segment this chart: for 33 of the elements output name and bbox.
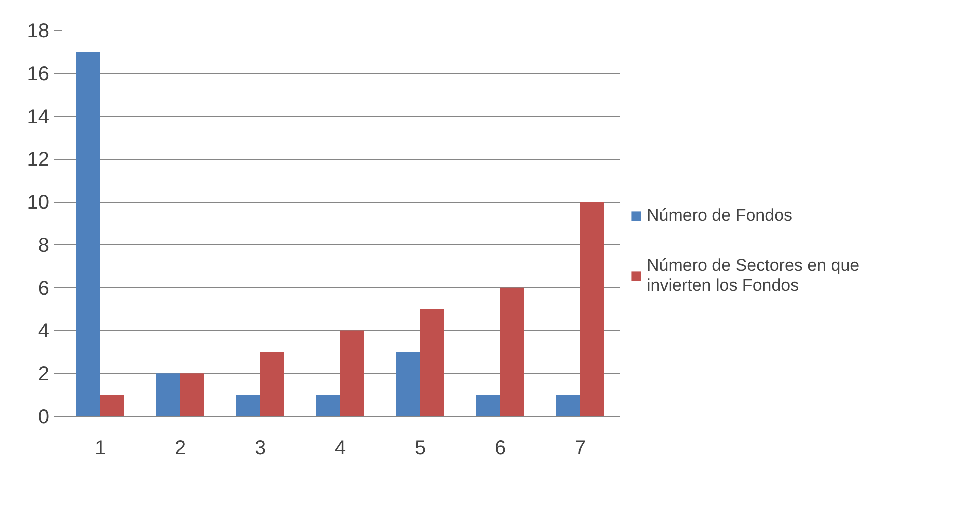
y-tick-label: 16: [27, 63, 50, 86]
x-tick-label: 5: [414, 438, 426, 460]
legend-label: Número de Sectores en que invierten los Fondos: [647, 256, 860, 296]
bar: [580, 202, 604, 416]
bar: [236, 395, 260, 416]
x-tick-label: 3: [254, 438, 266, 460]
bar: [420, 309, 444, 416]
x-tick-label: 2: [174, 438, 186, 460]
y-tick-label: 4: [38, 320, 50, 343]
y-tick-label: 14: [27, 106, 50, 128]
bar: [316, 395, 340, 416]
bar: [260, 352, 284, 416]
bar: [396, 352, 420, 416]
x-tick-label: 4: [334, 438, 346, 460]
bar: [500, 288, 524, 416]
bar: [476, 395, 500, 416]
legend-label: Número de Fondos: [647, 206, 793, 226]
bar: [156, 374, 180, 416]
y-tick-label: 0: [38, 406, 50, 428]
x-tick-label: 1: [94, 438, 106, 460]
y-tick-label: 12: [27, 149, 50, 172]
bar: [180, 374, 204, 416]
y-tick-label: 10: [27, 192, 50, 214]
bar: [556, 395, 580, 416]
y-tick-label: 8: [38, 234, 50, 257]
y-tick-label: 18: [27, 20, 50, 42]
x-tick-label: 7: [574, 438, 586, 460]
y-tick-label: 2: [38, 364, 50, 386]
bar: [340, 330, 364, 416]
y-tick-label: 6: [38, 278, 50, 300]
x-tick-label: 6: [494, 438, 506, 460]
bar: [100, 395, 124, 416]
bar: [76, 52, 100, 416]
